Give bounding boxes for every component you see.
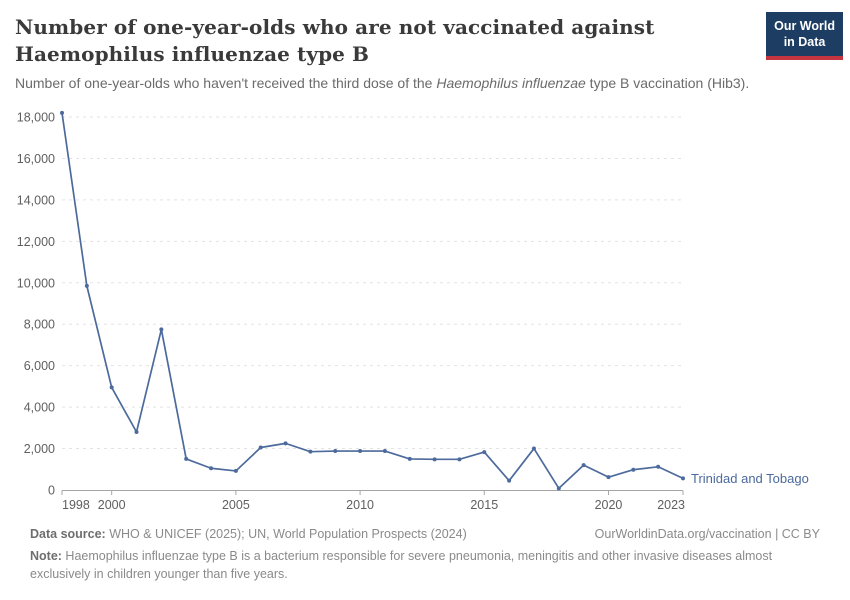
data-point[interactable] bbox=[382, 449, 387, 454]
data-point[interactable] bbox=[457, 457, 462, 462]
data-point[interactable] bbox=[60, 110, 64, 115]
note-label: Note: bbox=[30, 549, 62, 563]
owid-logo-line2: in Data bbox=[783, 35, 826, 50]
data-point[interactable] bbox=[482, 450, 487, 455]
data-point[interactable] bbox=[656, 464, 661, 469]
x-tick-label: 2020 bbox=[595, 498, 623, 512]
note-text: Haemophilus influenzae type B is a bacte… bbox=[30, 549, 773, 582]
data-point[interactable] bbox=[631, 467, 636, 472]
data-point[interactable] bbox=[531, 446, 536, 451]
x-tick-label: 2023 bbox=[657, 498, 685, 512]
data-point[interactable] bbox=[233, 468, 238, 473]
chart-footer: Data source: WHO & UNICEF (2025); UN, Wo… bbox=[15, 527, 835, 583]
owid-logo-line1: Our World bbox=[774, 19, 835, 33]
data-point[interactable] bbox=[507, 478, 512, 483]
data-point[interactable] bbox=[358, 449, 363, 454]
data-point[interactable] bbox=[258, 445, 263, 450]
data-point[interactable] bbox=[209, 466, 214, 471]
data-point[interactable] bbox=[134, 429, 139, 434]
x-tick-label: 2015 bbox=[470, 498, 498, 512]
owid-logo[interactable]: Our World in Data bbox=[766, 12, 843, 60]
y-tick-label: 12,000 bbox=[17, 235, 55, 249]
chart-subtitle-italic: Haemophilus influenzae bbox=[436, 75, 586, 91]
data-source-text: WHO & UNICEF (2025); UN, World Populatio… bbox=[105, 527, 467, 541]
data-point[interactable] bbox=[681, 476, 685, 481]
license-link[interactable]: OurWorldinData.org/vaccination | CC BY bbox=[594, 527, 820, 541]
chart-subtitle-text: Number of one-year-olds who haven't rece… bbox=[15, 75, 437, 91]
chart-canvas: 0 2,000 4,000 6,000 8,000 10,000 12,000 14,000 1… bbox=[17, 110, 809, 513]
page-title-line1: Number of one-year-olds who are not vacc… bbox=[15, 15, 655, 39]
data-point[interactable] bbox=[109, 385, 114, 390]
chart-subtitle: Number of one-year-olds who haven't rece… bbox=[15, 75, 835, 91]
page-title-line2: Haemophilus influenzae type B bbox=[15, 42, 370, 66]
y-tick-label: 14,000 bbox=[17, 193, 55, 207]
x-tick-label: 2010 bbox=[346, 498, 374, 512]
page-title: Number of one-year-olds who are not vacc… bbox=[15, 14, 835, 68]
data-point[interactable] bbox=[606, 475, 611, 480]
data-point[interactable] bbox=[184, 456, 189, 461]
x-tick-label: 1998 bbox=[62, 498, 90, 512]
x-tick-label: 2000 bbox=[98, 498, 126, 512]
y-tick-label: 16,000 bbox=[17, 152, 55, 166]
data-point[interactable] bbox=[581, 463, 586, 468]
y-tick-label: 2,000 bbox=[24, 442, 55, 456]
data-point[interactable] bbox=[556, 486, 561, 491]
y-tick-label: 8,000 bbox=[24, 318, 55, 332]
chart-subtitle-suffix: type B vaccination (Hib3). bbox=[585, 75, 750, 91]
data-point[interactable] bbox=[407, 456, 412, 461]
x-tick-label: 2005 bbox=[222, 498, 250, 512]
footer-note: Note: Haemophilus influenzae type B is a… bbox=[30, 547, 792, 583]
series-label[interactable]: Trinidad and Tobago bbox=[691, 471, 809, 486]
data-point[interactable] bbox=[159, 327, 164, 332]
data-point[interactable] bbox=[308, 449, 313, 454]
data-point[interactable] bbox=[84, 283, 89, 288]
y-tick-label: 18,000 bbox=[17, 111, 55, 125]
data-point[interactable] bbox=[333, 449, 338, 454]
y-tick-label: 4,000 bbox=[24, 401, 55, 415]
data-source-label: Data source: bbox=[30, 527, 106, 541]
data-source: Data source: WHO & UNICEF (2025); UN, Wo… bbox=[30, 527, 467, 541]
data-line[interactable] bbox=[61, 112, 684, 490]
y-tick-label: 6,000 bbox=[24, 359, 55, 373]
data-point[interactable] bbox=[432, 457, 437, 462]
data-point[interactable] bbox=[283, 441, 288, 446]
chart-page: Number of one-year-olds who are not vacc… bbox=[15, 12, 843, 583]
footer-source-row: Data source: WHO & UNICEF (2025); UN, Wo… bbox=[30, 527, 820, 541]
y-tick-label: 10,000 bbox=[17, 276, 55, 290]
y-tick-label: 0 bbox=[48, 484, 55, 498]
